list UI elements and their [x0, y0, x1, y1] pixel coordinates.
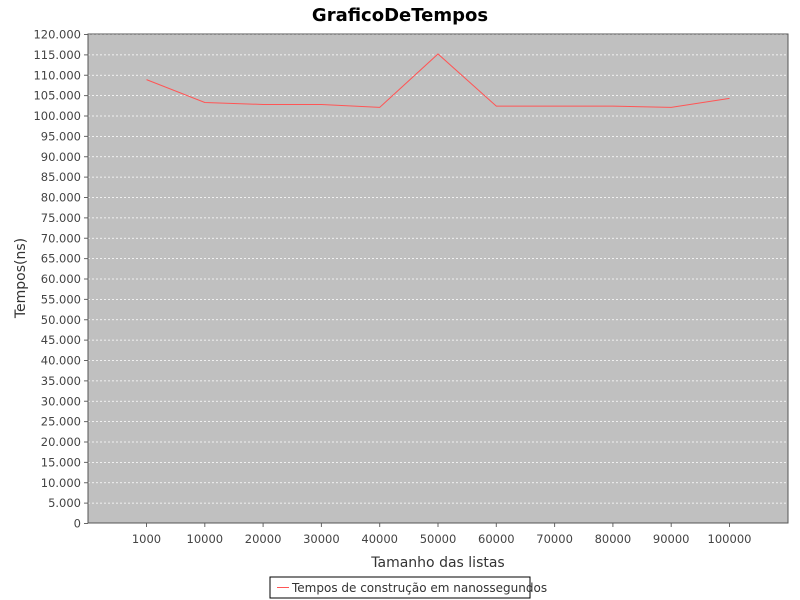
x-tick-label: 10000 [187, 532, 224, 546]
y-tick-label: 105.000 [33, 89, 81, 103]
data-point [553, 105, 556, 108]
data-point [203, 101, 206, 104]
grid-lines [88, 34, 788, 504]
y-tick-label: 25.000 [41, 415, 81, 429]
y-tick-label: 110.000 [33, 68, 81, 82]
legend-box [269, 576, 531, 599]
data-point [437, 52, 440, 55]
x-tick-label: 50000 [420, 532, 457, 546]
data-point [320, 103, 323, 106]
y-tick-label: 10.000 [41, 476, 81, 490]
series-line [146, 53, 730, 108]
y-tick-label: 0 [74, 517, 81, 531]
data-point [495, 105, 498, 108]
x-tick-label: 30000 [303, 532, 340, 546]
y-axis: 0 5.000 10.000 15.000 20.000 25.000 30.000 35.0… [33, 28, 88, 531]
y-tick-label: 65.000 [41, 252, 81, 266]
chart-title: GraficoDeTempos [312, 5, 488, 26]
x-tick-label: 90000 [653, 532, 690, 546]
y-tick-label: 35.000 [41, 374, 81, 388]
y-tick-label: 50.000 [41, 313, 81, 327]
y-tick-label: 70.000 [41, 231, 81, 245]
y-tick-label: 95.000 [41, 129, 81, 143]
y-tick-label: 75.000 [41, 211, 81, 225]
y-tick-label: 120.000 [33, 28, 81, 42]
y-tick-label: 5.000 [48, 496, 81, 510]
y-tick-label: 55.000 [41, 292, 81, 306]
data-point [670, 106, 673, 109]
y-tick-label: 40.000 [41, 354, 81, 368]
data-point [262, 103, 265, 106]
data-point [145, 78, 148, 81]
x-axis: 1000 10000 20000 30000 40000 50000 60000 70000 8… [132, 523, 752, 546]
data-point [611, 105, 614, 108]
y-tick-label: 100.000 [33, 109, 81, 123]
y-tick-label: 80.000 [41, 191, 81, 205]
y-tick-label: 45.000 [41, 333, 81, 347]
series-group [145, 52, 731, 109]
y-tick-label: 90.000 [41, 150, 81, 164]
plot-border [87, 33, 789, 524]
y-tick-label: 20.000 [41, 435, 81, 449]
x-tick-label: 80000 [595, 532, 632, 546]
legend-entry: Tempos de construção em nanossegundos [291, 581, 547, 595]
legend: Tempos de construção em nanossegundos [269, 576, 547, 599]
x-tick-label: 60000 [478, 532, 515, 546]
data-point [378, 106, 381, 109]
y-tick-label: 30.000 [41, 394, 81, 408]
y-axis-label: Tempos(ns) [13, 238, 29, 319]
y-tick-label: 85.000 [41, 170, 81, 184]
y-tick-label: 115.000 [33, 48, 81, 62]
data-point [728, 97, 731, 100]
x-tick-label: 20000 [245, 532, 282, 546]
x-axis-label: Tamanho das listas [370, 555, 504, 571]
x-tick-label: 1000 [132, 532, 161, 546]
x-tick-label: 70000 [536, 532, 573, 546]
x-tick-label: 100000 [708, 532, 752, 546]
plot-area [88, 34, 788, 523]
y-tick-label: 60.000 [41, 272, 81, 286]
y-tick-label: 15.000 [41, 455, 81, 469]
x-tick-label: 40000 [361, 532, 398, 546]
